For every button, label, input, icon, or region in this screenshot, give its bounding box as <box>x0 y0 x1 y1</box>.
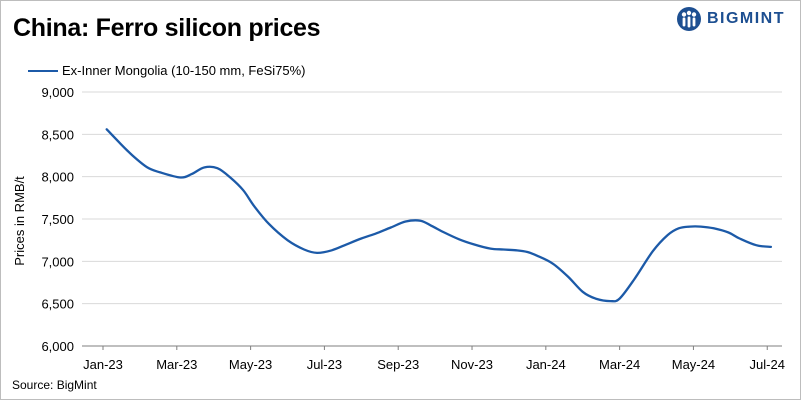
x-tick-label: Mar-24 <box>599 357 640 372</box>
source-note: Source: BigMint <box>12 378 97 392</box>
legend-label: Ex-Inner Mongolia (10-150 mm, FeSi75%) <box>62 63 306 78</box>
chart-title: China: Ferro silicon prices <box>13 14 321 42</box>
chart-legend: Ex-Inner Mongolia (10-150 mm, FeSi75%) <box>28 63 306 78</box>
bigmint-logo-text: BIGMINT <box>706 10 785 27</box>
x-tick-label: Jul-24 <box>750 357 785 372</box>
bigmint-logo-icon <box>676 7 701 31</box>
bigmint-logo: BIGMINT <box>676 6 785 32</box>
y-tick-label: 6,000 <box>41 339 74 354</box>
y-tick-label: 7,000 <box>41 254 74 269</box>
y-tick-label: 7,500 <box>41 212 74 227</box>
x-tick-label: Sep-23 <box>377 357 419 372</box>
x-tick-label: Mar-23 <box>156 357 197 372</box>
y-tick-label: 8,500 <box>41 127 74 142</box>
y-axis-label: Prices in RMB/t <box>12 176 27 266</box>
legend-swatch <box>28 69 58 72</box>
x-tick-label: May-24 <box>672 357 715 372</box>
x-tick-label: Jul-23 <box>307 357 342 372</box>
series-line <box>105 128 773 303</box>
y-tick-label: 9,000 <box>41 85 74 100</box>
x-tick-label: Jan-24 <box>526 357 566 372</box>
x-tick-label: Jan-23 <box>83 357 123 372</box>
x-tick-label: Nov-23 <box>451 357 493 372</box>
x-tick-label: May-23 <box>229 357 272 372</box>
y-tick-label: 8,000 <box>41 170 74 185</box>
y-tick-label: 6,500 <box>41 297 74 312</box>
